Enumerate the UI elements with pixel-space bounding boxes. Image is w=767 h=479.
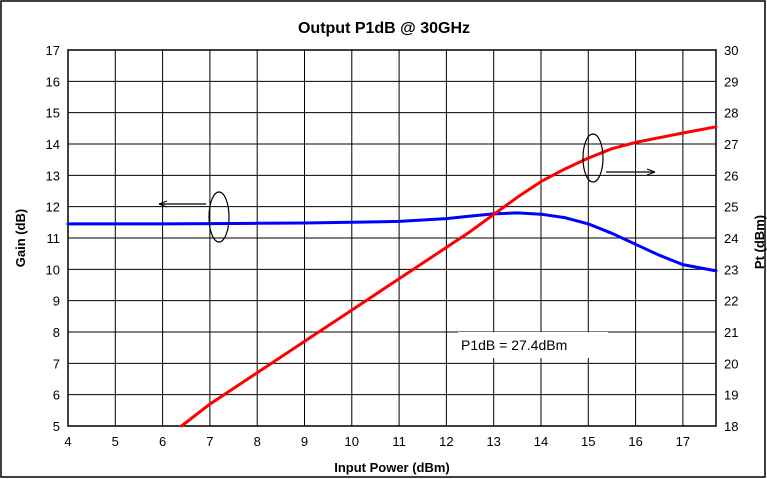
x-tick-label: 6 xyxy=(159,434,166,449)
y-tick-label: 9 xyxy=(53,294,60,309)
power-series-line xyxy=(180,125,718,428)
power-curve-marker-ellipse xyxy=(582,133,604,183)
x-tick-label: 16 xyxy=(628,434,642,449)
chart-title: Output P1dB @ 30GHz xyxy=(298,20,470,37)
y2-tick-label: 26 xyxy=(724,168,738,183)
y-tick-label: 11 xyxy=(47,231,61,246)
y2-tick-label: 19 xyxy=(724,388,738,403)
y2-tick-label: 29 xyxy=(724,74,738,89)
y2-tick-label: 20 xyxy=(724,356,738,371)
x-tick-label: 13 xyxy=(486,434,500,449)
y-axis-right-label: Pt (dBm) xyxy=(752,215,767,269)
right-axis-arrowhead xyxy=(646,168,656,176)
x-tick-label: 7 xyxy=(206,434,213,449)
y2-tick-label: 27 xyxy=(724,137,738,152)
y-tick-label: 6 xyxy=(53,388,60,403)
p1db-annotation: P1dB = 27.4dBm xyxy=(461,337,567,353)
x-tick-label: 8 xyxy=(254,434,261,449)
y-tick-label: 17 xyxy=(46,43,60,58)
y-tick-label: 16 xyxy=(46,74,60,89)
y-axis-left-ticks: 5 6 7 8 9 10 11 12 13 14 15 16 17 xyxy=(46,43,60,434)
y-tick-label: 15 xyxy=(46,106,60,121)
x-tick-label: 9 xyxy=(301,434,308,449)
p1db-label-box xyxy=(458,332,608,358)
y2-tick-label: 23 xyxy=(724,262,738,277)
y-axis-right-ticks: 18 19 20 21 22 23 24 25 26 27 28 29 30 xyxy=(724,43,738,434)
y-tick-label: 13 xyxy=(46,168,60,183)
y-tick-label: 5 xyxy=(53,419,60,434)
y2-tick-label: 21 xyxy=(724,325,738,340)
x-tick-label: 12 xyxy=(439,434,453,449)
y2-tick-label: 30 xyxy=(724,43,738,58)
x-axis-ticks: 4 5 6 7 8 9 10 11 12 13 14 15 16 17 xyxy=(64,434,690,449)
x-tick-label: 4 xyxy=(64,434,71,449)
y-tick-label: 7 xyxy=(53,356,60,371)
y2-tick-label: 28 xyxy=(724,106,738,121)
y2-tick-label: 24 xyxy=(724,231,738,246)
gain-series-line xyxy=(66,211,718,273)
y-tick-label: 8 xyxy=(53,325,60,340)
y-tick-label: 12 xyxy=(46,200,60,215)
x-axis-label: Input Power (dBm) xyxy=(334,460,450,475)
y-tick-label: 14 xyxy=(46,137,60,152)
x-tick-label: 5 xyxy=(112,434,119,449)
plot-area xyxy=(67,49,717,427)
x-tick-label: 15 xyxy=(581,434,595,449)
x-tick-label: 14 xyxy=(534,434,548,449)
y2-tick-label: 18 xyxy=(724,419,738,434)
x-tick-label: 11 xyxy=(392,434,406,449)
y2-tick-label: 25 xyxy=(724,200,738,215)
data-series xyxy=(66,125,718,428)
x-tick-label: 10 xyxy=(345,434,359,449)
x-tick-label: 17 xyxy=(676,434,690,449)
left-axis-arrowhead xyxy=(158,200,168,208)
y-axis-left-label: Gain (dB) xyxy=(13,209,28,268)
grid-lines xyxy=(68,50,716,426)
gain-curve-marker-ellipse xyxy=(208,191,230,243)
y-tick-label: 10 xyxy=(46,262,60,277)
y2-tick-label: 22 xyxy=(724,294,738,309)
